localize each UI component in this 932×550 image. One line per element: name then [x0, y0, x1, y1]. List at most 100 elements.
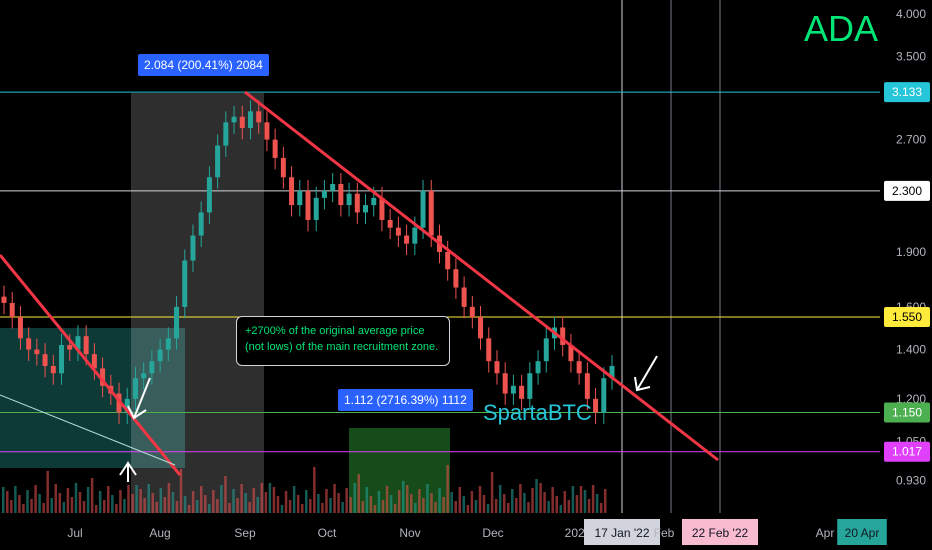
volume-bar [515, 498, 518, 513]
volume-bar [147, 484, 150, 513]
volume-bar [187, 505, 191, 513]
volume-bar [22, 504, 25, 513]
volume-bar [305, 490, 308, 513]
candle-body [404, 235, 410, 244]
measurement-label-1: 2.084 (200.41%) 2084 [138, 54, 269, 76]
volume-bar [74, 483, 78, 513]
price-level-badge [884, 307, 930, 328]
volume-bar [567, 500, 571, 513]
x-axis-label: Nov [399, 526, 420, 540]
volume-bar [539, 483, 542, 513]
volume-bar [163, 497, 167, 513]
volume-bar [123, 499, 126, 513]
y-tick-label: 1.200 [896, 392, 926, 406]
annotation-line-1: +2700% of the original average price [245, 325, 425, 337]
candle-body [141, 373, 147, 379]
candle-body [42, 354, 48, 366]
arrow-jul [127, 377, 151, 420]
candle-body [354, 193, 360, 213]
volume-bar [438, 488, 441, 513]
x-axis-label: Dec [482, 526, 503, 540]
volume-bar [551, 487, 554, 513]
volume-bar [361, 501, 365, 513]
x-axis-label: Jul [67, 526, 82, 540]
volume-bar [389, 495, 393, 513]
candle-body [75, 336, 81, 350]
price-level-labels: 3.133 2.300 1.550 1.150 1.017 [884, 82, 930, 462]
volume-bar [34, 485, 37, 513]
volume-bar [90, 478, 94, 513]
volume-bar [563, 491, 567, 513]
candle-body [387, 219, 393, 228]
candle-body [67, 345, 73, 350]
volume-bar [535, 479, 538, 513]
y-tick-label: 1.900 [896, 245, 926, 259]
volume-bar [82, 501, 86, 513]
highlight-zones [0, 93, 450, 513]
volume-bar [458, 487, 462, 513]
volume-bar [547, 501, 550, 513]
volume-bar [543, 492, 546, 513]
y-tick-label: 1.400 [896, 343, 926, 357]
arrows [119, 355, 658, 482]
volume-bar [260, 483, 264, 513]
volume-bar [143, 498, 146, 513]
volume-bar [212, 490, 215, 513]
volume-bar [385, 486, 389, 513]
volume-bar [571, 486, 575, 513]
candle-body [420, 190, 426, 228]
volume-bar [406, 485, 409, 513]
arrow-bottom [119, 461, 137, 482]
volume-bar [252, 488, 255, 513]
volume-bar [159, 488, 163, 513]
volume-bar [268, 483, 272, 513]
candle-body [338, 183, 344, 206]
volume-bar [462, 496, 466, 513]
volume-bar [38, 494, 41, 513]
candle-body [91, 354, 97, 369]
volume-bar [446, 465, 449, 513]
candle-body [321, 190, 327, 198]
price-level-label: 3.133 [892, 85, 922, 99]
candle-body [330, 183, 336, 191]
volume-bar [430, 493, 433, 513]
x-axis-label: Apr [816, 526, 835, 540]
y-tick-label: 4.000 [896, 7, 926, 21]
volume-bar [14, 486, 17, 513]
x-axis-label: Aug [149, 526, 170, 540]
volume-bar [519, 484, 522, 513]
volume-bar [171, 492, 175, 513]
volume-bars [2, 465, 607, 513]
volume-bar [155, 502, 159, 513]
volume-bar [490, 472, 494, 513]
volume-bar [337, 493, 340, 513]
volume-bar [276, 496, 280, 513]
volume-bar [466, 505, 470, 513]
candle-body [494, 361, 500, 374]
volume-bar [2, 487, 5, 513]
volume-bar [474, 500, 478, 513]
volume-bar [482, 495, 486, 513]
volume-bar [498, 485, 502, 513]
candle-body [346, 193, 352, 206]
annotation-box: +2700% of the original average price (no… [236, 316, 450, 366]
volume-bar [478, 486, 482, 513]
volume-bar [216, 499, 219, 513]
volume-bar [30, 499, 33, 513]
volume-bar [470, 491, 474, 513]
volume-bar [10, 500, 13, 513]
price-level-label: 1.550 [892, 310, 922, 324]
volume-bar [264, 492, 268, 513]
volume-bar [66, 488, 70, 513]
volume-bar [280, 505, 284, 513]
volume-bar [527, 502, 530, 513]
volume-bar [507, 503, 510, 513]
volume-bar [502, 494, 506, 513]
x-axis-label: Sep [234, 526, 256, 540]
volume-bar [442, 497, 445, 513]
candle-body [174, 306, 180, 339]
volume-bar [422, 498, 425, 513]
x-axis-badge [584, 519, 660, 545]
volume-bar [321, 503, 324, 513]
volume-bar [46, 471, 49, 513]
